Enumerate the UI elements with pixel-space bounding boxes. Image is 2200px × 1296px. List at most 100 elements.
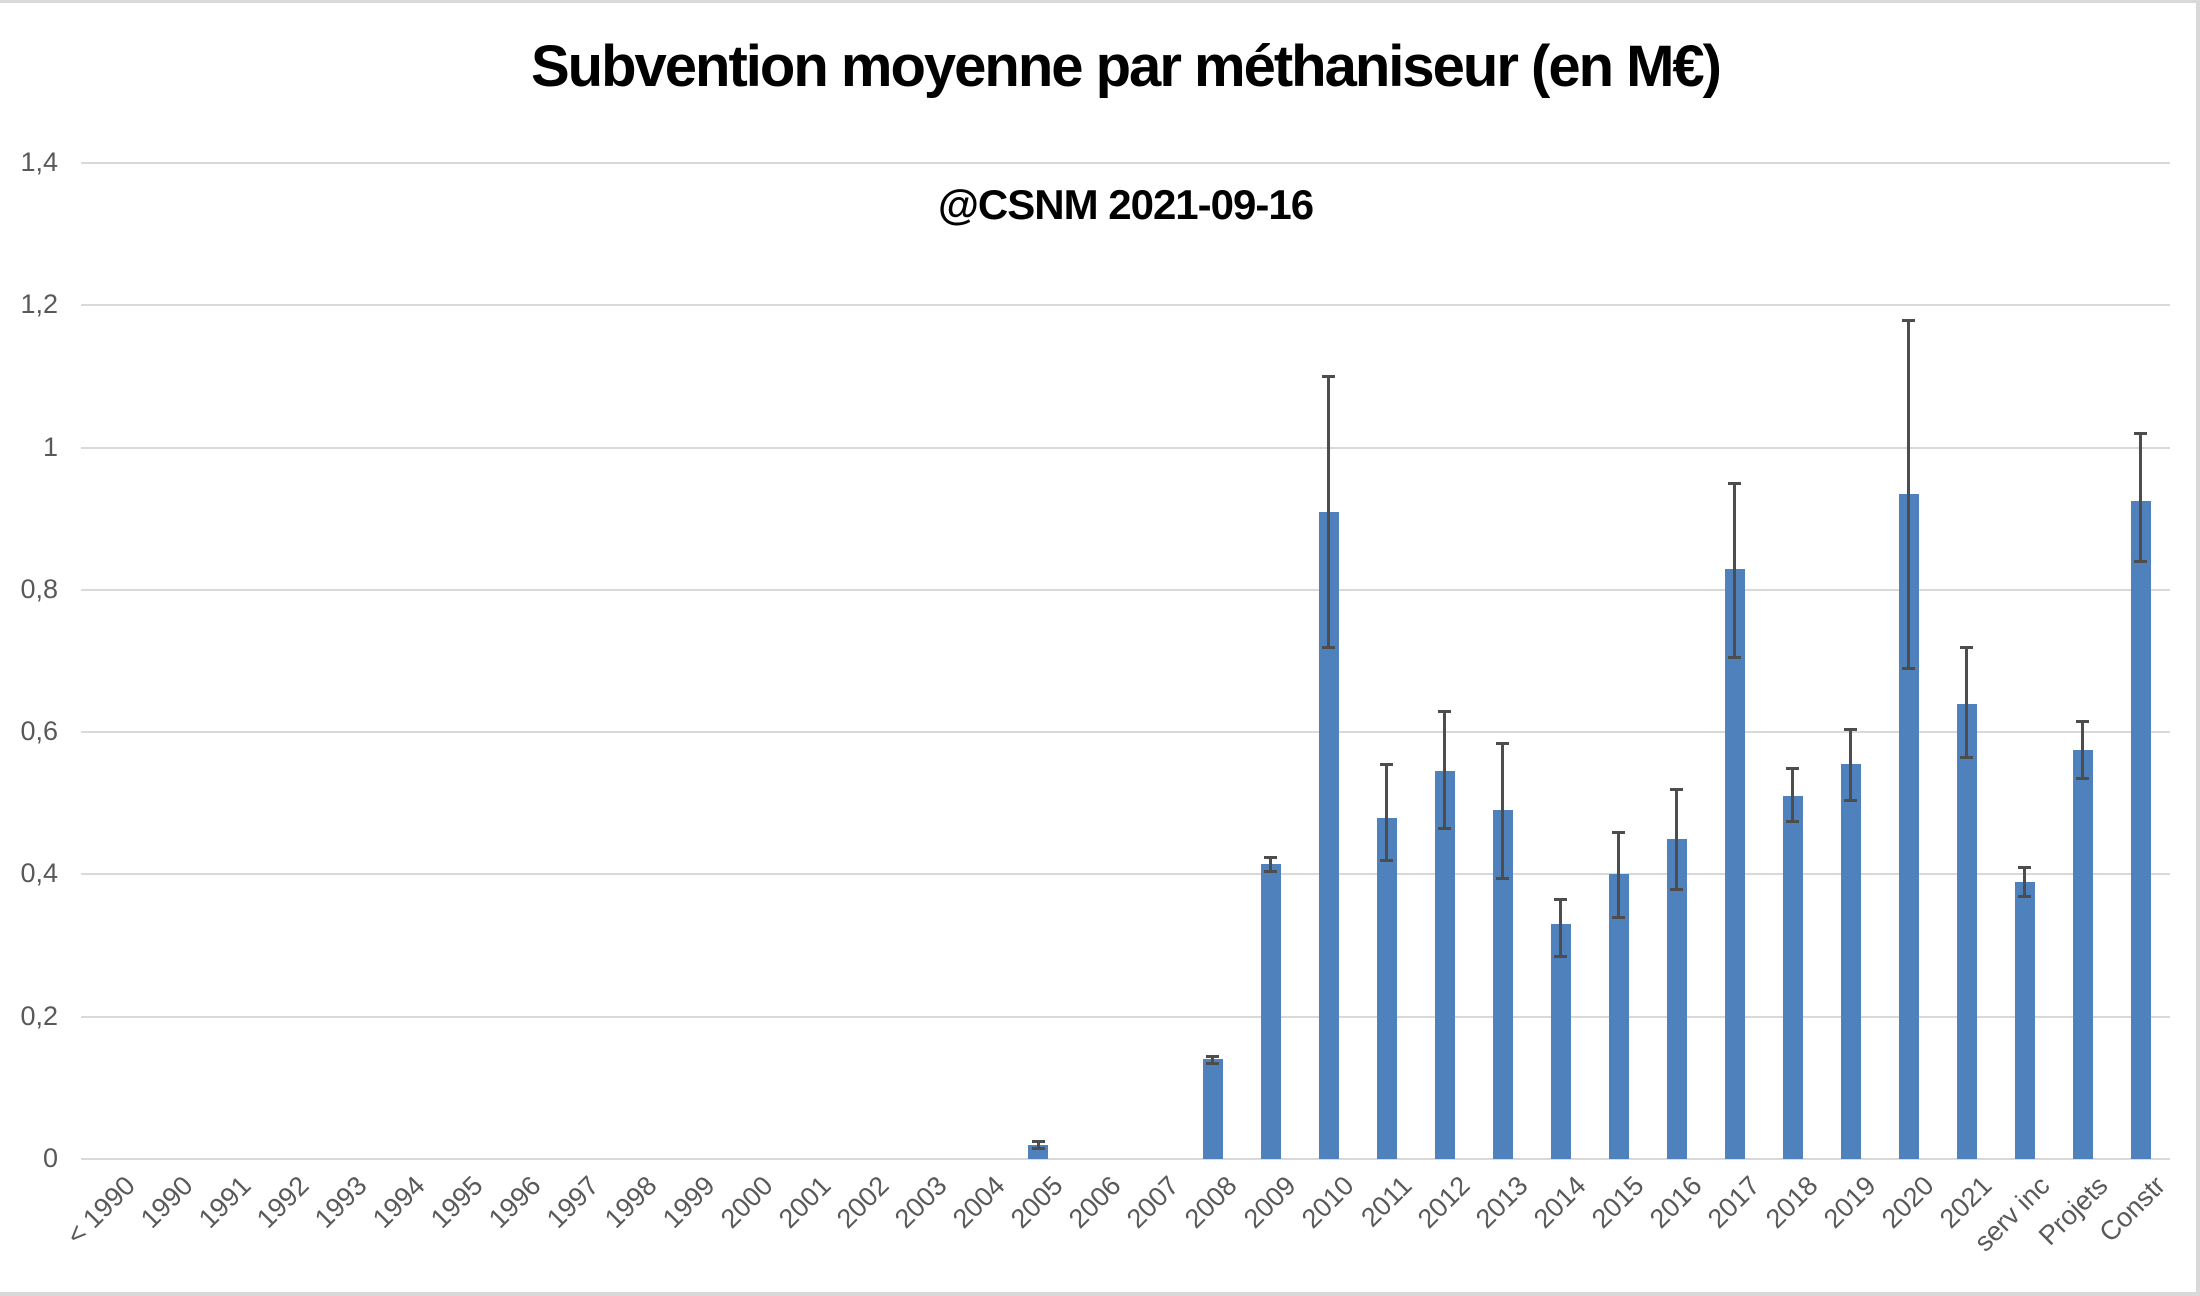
error-cap-low-2020 [1902, 667, 1916, 671]
error-bar-2018 [1791, 767, 1795, 822]
bar-2014 [1550, 924, 1571, 1159]
bar-2009 [1260, 863, 1281, 1159]
bar-serv-inc [2014, 881, 2035, 1159]
x-axis-label-2014: 2014 [1527, 1170, 1592, 1234]
error-cap-high-constr [2134, 432, 2148, 436]
bar-2019 [1840, 764, 1861, 1159]
x-axis-label-1990: 1990 [134, 1170, 199, 1234]
x-axis-label-2005: 2005 [1005, 1170, 1069, 1234]
error-cap-high-2009 [1264, 855, 1278, 859]
error-cap-high-2019 [1844, 727, 1858, 731]
gridline-0-8 [81, 588, 2170, 591]
error-cap-low-2008 [1206, 1061, 1220, 1065]
error-cap-high-projets [2076, 720, 2090, 724]
y-axis-label-1: 1 [42, 431, 58, 462]
x-axis-label-1993: 1993 [308, 1170, 373, 1234]
x-axis-label-2009: 2009 [1237, 1170, 1302, 1234]
error-bar-2019 [1849, 728, 1853, 800]
error-cap-low-2017 [1728, 656, 1742, 660]
gridline-0-6 [81, 731, 2170, 734]
error-bar-constr [2139, 433, 2143, 562]
x-axis-label-2012: 2012 [1411, 1170, 1476, 1234]
bar-2012 [1434, 771, 1455, 1159]
y-axis-label-0: 0 [42, 1143, 58, 1173]
error-bar-2016 [1675, 789, 1679, 889]
error-cap-low-2005 [1031, 1147, 1045, 1151]
gridline-0 [81, 1158, 2170, 1160]
x-axis-label-2008: 2008 [1179, 1170, 1244, 1234]
bar-2008 [1202, 1059, 1223, 1159]
x-axis-label-2020: 2020 [1875, 1170, 1940, 1234]
x-axis-label-1997: 1997 [541, 1170, 605, 1234]
x-axis-label-1998: 1998 [599, 1170, 663, 1234]
y-axis-label-0-2: 0,2 [20, 1000, 58, 1031]
y-axis-label-1-2: 1,2 [20, 289, 58, 320]
gridline-1-4 [81, 162, 2170, 164]
y-axis-label-1-4: 1,4 [20, 147, 58, 177]
error-cap-high-2010 [1322, 375, 1336, 379]
gridline-1 [81, 446, 2170, 449]
error-bar-2010 [1327, 376, 1331, 647]
error-cap-high-2017 [1728, 482, 1742, 486]
x-axis-label-2003: 2003 [889, 1170, 953, 1234]
error-cap-high-2021 [1960, 645, 1974, 649]
bar-2018 [1782, 796, 1803, 1159]
error-cap-high-2018 [1786, 766, 1800, 770]
x-axis-label-2013: 2013 [1469, 1170, 1534, 1234]
x-axis-label-2002: 2002 [831, 1170, 895, 1234]
error-cap-high-2011 [1380, 763, 1394, 767]
x-axis-label-1996: 1996 [483, 1170, 547, 1234]
error-cap-high-2020 [1902, 318, 1916, 322]
error-bar-projets [2081, 721, 2085, 779]
bar-2017 [1724, 568, 1745, 1159]
y-axis-label-0-4: 0,4 [20, 858, 58, 889]
x-axis-label-2007: 2007 [1121, 1170, 1186, 1234]
x-axis-label-1992: 1992 [250, 1170, 315, 1234]
error-cap-low-2016 [1670, 887, 1684, 891]
bar-projets [2072, 749, 2093, 1159]
y-axis-label-0-6: 0,6 [20, 716, 58, 747]
error-cap-low-2015 [1612, 916, 1626, 920]
bar-2020 [1898, 493, 1919, 1159]
bar-2013 [1492, 810, 1513, 1159]
error-bar-2014 [1559, 899, 1563, 957]
error-cap-low-projets [2076, 777, 2090, 781]
error-cap-high-2013 [1496, 741, 1510, 745]
x-axis-label-2010: 2010 [1295, 1170, 1360, 1234]
gridline-1-2 [81, 304, 2170, 307]
gridline-0-4 [81, 873, 2170, 876]
error-cap-high-2008 [1206, 1054, 1220, 1058]
error-cap-low-constr [2134, 560, 2148, 564]
error-cap-high-2012 [1438, 709, 1452, 713]
error-cap-low-2009 [1264, 869, 1278, 873]
error-bar-2020 [1907, 319, 1911, 669]
x-axis-label-1990: < 1990 [60, 1170, 141, 1251]
bar-2011 [1376, 817, 1397, 1159]
error-cap-low-2010 [1322, 645, 1336, 649]
x-axis-label-2001: 2001 [773, 1170, 837, 1234]
error-cap-low-2019 [1844, 798, 1858, 802]
x-axis-label-2011: 2011 [1354, 1170, 1418, 1233]
error-cap-high-2014 [1554, 898, 1568, 902]
bar-2015 [1608, 874, 1629, 1159]
error-cap-low-2012 [1438, 827, 1452, 831]
error-cap-high-2016 [1670, 788, 1684, 792]
error-bar-2013 [1501, 742, 1505, 878]
x-axis-label-2016: 2016 [1643, 1170, 1708, 1234]
bar-2010 [1318, 511, 1339, 1159]
error-cap-high-2005 [1031, 1140, 1045, 1144]
error-cap-high-2015 [1612, 830, 1626, 834]
x-axis-label-2015: 2015 [1585, 1170, 1650, 1234]
error-bar-2008 [1211, 1055, 1215, 1063]
bar-constr [2130, 500, 2151, 1159]
bar-2021 [1956, 703, 1977, 1159]
bar-2016 [1666, 838, 1687, 1159]
chart-subtitle: @CSNM 2021-09-16 [937, 181, 1314, 228]
error-bar-2017 [1733, 483, 1737, 658]
error-bar-serv-inc [2023, 867, 2027, 896]
x-axis-label-2006: 2006 [1063, 1170, 1128, 1234]
x-axis-label-2000: 2000 [715, 1170, 779, 1234]
error-bar-2021 [1965, 646, 1969, 758]
gridline-0-2 [81, 1015, 2170, 1018]
